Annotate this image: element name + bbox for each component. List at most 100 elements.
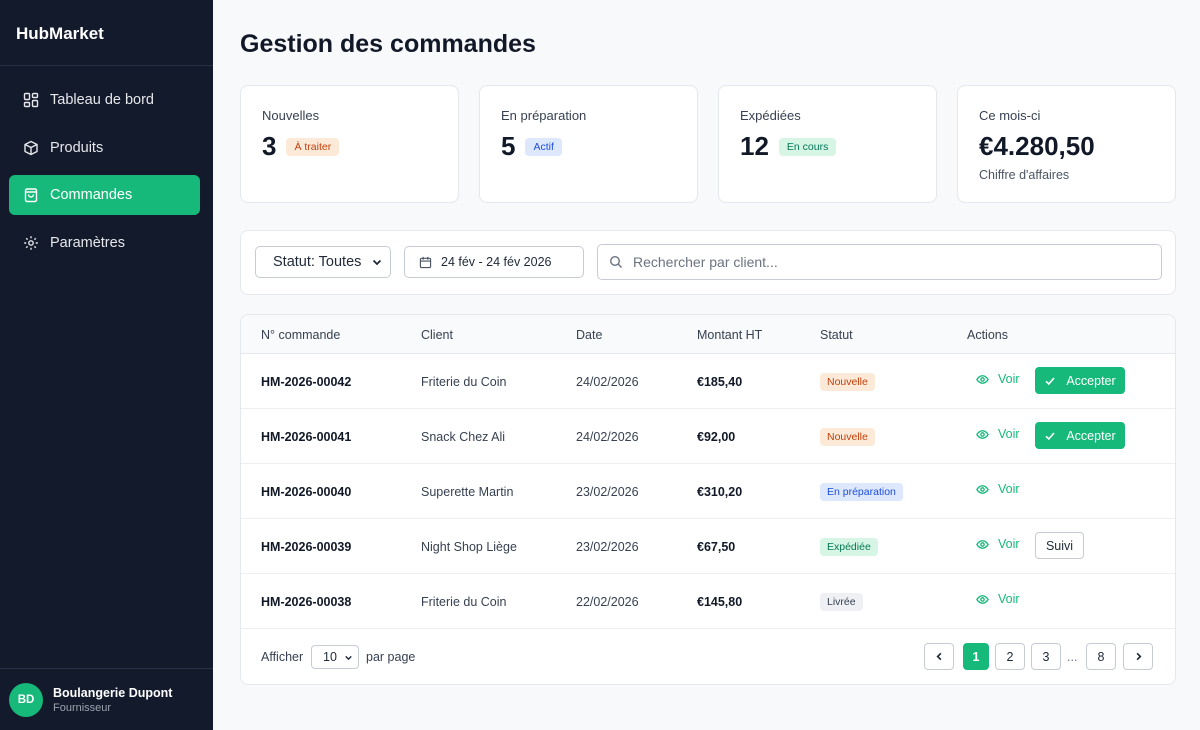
user-name: Boulangerie Dupont [53,685,173,700]
accept-label: Accepter [1066,428,1116,443]
status-select-value: Statut: Toutes [273,254,362,270]
sidebar-item-label: Commandes [50,187,133,203]
view-button[interactable]: Voir [976,427,1020,441]
check-icon [1045,376,1055,385]
stat-label: En préparation [501,108,587,123]
status-badge: Livrée [820,593,863,611]
date-range-picker[interactable]: 24 fév - 24 fév 2026 [404,246,584,278]
sidebar-item-orders[interactable]: Commandes [9,175,200,215]
per-page-select[interactable]: 10 [311,645,359,669]
table-footer: Afficher 10 par page 1 2 3 ... 8 [241,629,1175,684]
page-button-3[interactable]: 3 [1031,643,1061,670]
stat-label: Ce mois-ci [979,108,1041,123]
gear-icon [23,235,39,251]
view-button[interactable]: Voir [976,372,1020,386]
chevron-down-icon [372,259,382,266]
order-date: 24/02/2026 [576,430,639,444]
status-select[interactable]: Statut: Toutes [255,246,391,278]
bag-icon [23,187,39,203]
eye-icon [976,429,989,439]
order-date: 23/02/2026 [576,485,639,499]
table-row: HM-2026-00041 Snack Chez Ali 24/02/2026 … [241,409,1175,464]
chevron-down-icon [345,655,352,661]
status-badge: Expédiée [820,538,878,556]
column-header: Date [576,328,603,342]
sidebar-nav: Tableau de bord Produits Commandes Param… [0,66,213,263]
stat-label: Nouvelles [262,108,320,123]
status-badge: En préparation [820,483,903,501]
view-label: Voir [998,427,1020,441]
eye-icon [976,539,989,549]
table-row: HM-2026-00040 Superette Martin 23/02/202… [241,464,1175,519]
view-button[interactable]: Voir [976,537,1020,551]
search-box [597,244,1162,280]
pagination-ellipsis: ... [1067,650,1078,664]
stat-value: 3 [262,131,277,161]
user-profile[interactable]: BD Boulangerie Dupont Fournisseur [0,668,213,730]
view-label: Voir [998,592,1020,606]
status-badge: En cours [778,137,837,156]
stat-value: 5 [501,131,516,161]
page-button-2[interactable]: 2 [995,643,1025,670]
date-range-value: 24 fév - 24 fév 2026 [441,255,552,269]
accept-label: Accepter [1066,373,1116,388]
order-number: HM-2026-00039 [261,540,352,554]
stat-value: 12 [740,131,769,161]
stat-card-preparing: En préparation 5 Actif [479,85,698,203]
sidebar-item-label: Paramètres [50,234,125,251]
chevron-left-icon [935,652,941,661]
brand-logo: HubMarket [0,0,213,66]
chevron-right-icon [1136,652,1142,661]
status-badge: Actif [525,137,562,156]
box-icon [23,140,39,156]
sidebar-item-settings[interactable]: Paramètres [9,223,200,263]
eye-icon [976,484,989,494]
sidebar-item-dashboard[interactable]: Tableau de bord [9,80,200,120]
order-number: HM-2026-00042 [261,375,352,389]
sidebar-item-label: Produits [50,139,104,156]
next-page-button[interactable] [1123,643,1153,670]
table-header: N° commande Client Date Montant HT Statu… [241,315,1175,354]
order-date: 23/02/2026 [576,540,639,554]
search-icon [609,255,622,268]
order-date: 22/02/2026 [576,595,639,609]
column-header: N° commande [261,328,341,342]
column-header: Montant HT [697,328,763,342]
table-row: HM-2026-00039 Night Shop Liège 23/02/202… [241,519,1175,574]
search-input[interactable] [633,254,1133,270]
view-label: Voir [998,482,1020,496]
accept-button[interactable]: Accepter [1035,422,1125,449]
order-client: Night Shop Liège [421,540,517,554]
sidebar: HubMarket Tableau de bord Produits Comma… [0,0,213,730]
per-page-label: Afficher [261,650,304,664]
order-number: HM-2026-00041 [261,430,352,444]
prev-page-button[interactable] [924,643,954,670]
table-row: HM-2026-00038 Friterie du Coin 22/02/202… [241,574,1175,629]
column-header: Actions [967,328,1008,342]
view-button[interactable]: Voir [976,482,1020,496]
stat-label: Expédiées [740,108,801,123]
view-button[interactable]: Voir [976,592,1020,606]
order-client: Superette Martin [421,485,514,499]
main-content: Gestion des commandes Nouvelles 3 À trai… [213,0,1200,730]
column-header: Statut [820,328,853,342]
order-amount: €145,80 [697,595,743,609]
stat-value: €4.280,50 [979,131,1095,161]
view-label: Voir [998,537,1020,551]
accept-button[interactable]: Accepter [1035,367,1125,394]
order-client: Snack Chez Ali [421,430,506,444]
page-button-8[interactable]: 8 [1086,643,1116,670]
orders-table: N° commande Client Date Montant HT Statu… [240,314,1176,685]
order-date: 24/02/2026 [576,375,639,389]
stat-card-shipped: Expédiées 12 En cours [718,85,937,203]
calendar-icon [419,256,432,268]
track-button[interactable]: Suivi [1035,532,1084,559]
order-client: Friterie du Coin [421,595,507,609]
view-label: Voir [998,372,1020,386]
sidebar-item-products[interactable]: Produits [9,128,200,168]
page-button-1[interactable]: 1 [963,643,989,670]
status-badge: Nouvelle [820,428,875,446]
eye-icon [976,594,989,604]
status-badge: Nouvelle [820,373,875,391]
stat-card-month: Ce mois-ci €4.280,50 Chiffre d'affaires [957,85,1176,203]
